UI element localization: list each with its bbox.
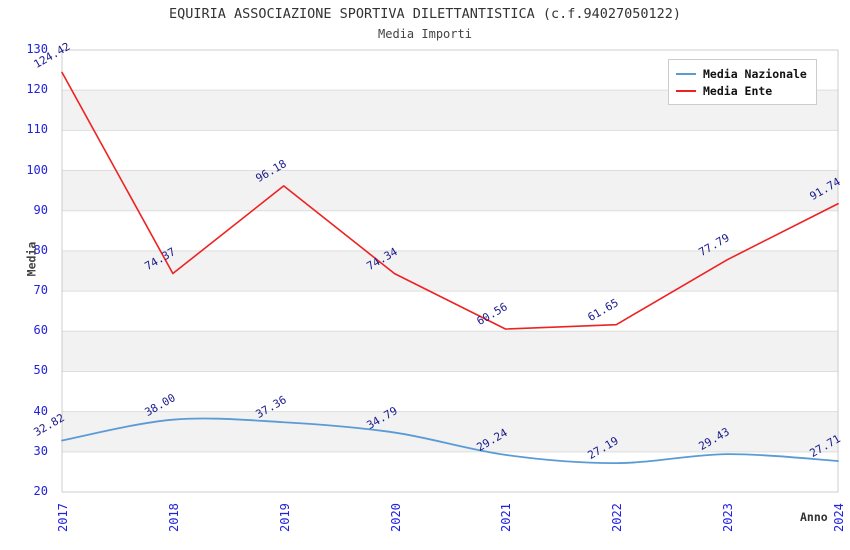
legend-item-media-ente[interactable]: Media Ente <box>676 82 807 99</box>
y-tick-label: 110 <box>26 122 48 137</box>
y-tick-label: 90 <box>33 202 48 217</box>
y-tick-label: 80 <box>33 242 48 257</box>
y-tick-label: 40 <box>33 403 48 418</box>
x-tick-label: 2019 <box>277 503 292 532</box>
y-tick-label: 100 <box>26 162 48 177</box>
legend-swatch-media-nazionale <box>676 72 696 75</box>
y-tick-label: 60 <box>33 323 48 338</box>
series-line-media-nazionale <box>61 417 839 465</box>
x-tick-label: 2020 <box>388 503 403 532</box>
legend: Media Nazionale Media Ente <box>668 59 817 105</box>
chart-title: EQUIRIA ASSOCIAZIONE SPORTIVA DILETTANTI… <box>168 6 682 22</box>
y-tick-label: 130 <box>26 42 48 56</box>
x-tick-label: 2023 <box>721 503 736 532</box>
y-tick-label: 120 <box>26 82 48 97</box>
y-tick-label: 20 <box>33 484 48 498</box>
x-axis-label: Anno <box>800 510 828 524</box>
x-tick-label: 2024 <box>832 503 846 532</box>
x-tick-label: 2017 <box>56 503 70 532</box>
legend-label-media-ente: Media Ente <box>703 83 773 98</box>
legend-swatch-media-ente <box>676 89 696 92</box>
y-tick-label: 50 <box>33 363 48 378</box>
chart-subtitle: Media Importi <box>378 27 472 41</box>
y-tick-label: 70 <box>33 283 48 298</box>
x-tick-label: 2018 <box>166 503 181 532</box>
y-axis-label: Media <box>24 241 39 277</box>
legend-item-media-nazionale[interactable]: Media Nazionale <box>676 65 807 82</box>
series-line-media-ente <box>61 71 839 330</box>
x-tick-label: 2021 <box>499 503 514 532</box>
legend-label-media-nazionale: Media Nazionale <box>703 66 807 81</box>
y-tick-label: 30 <box>33 443 48 458</box>
x-tick-label: 2022 <box>610 503 625 532</box>
